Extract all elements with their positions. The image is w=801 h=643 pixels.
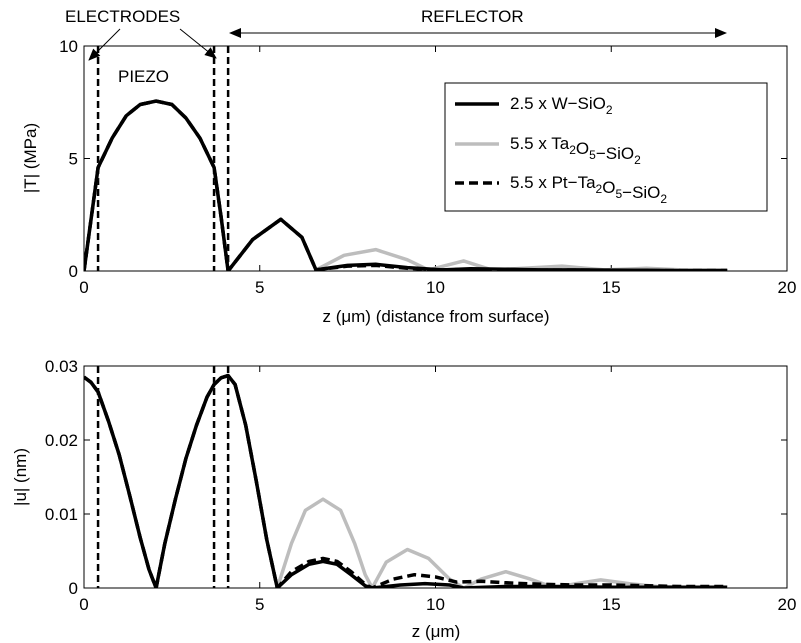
y-axis-label: |u| (nm) [11, 448, 30, 506]
y-tick-label: 10 [59, 37, 78, 56]
electrodes-label: ELECTRODES [65, 7, 180, 26]
legend-label-pt-ta2o5-sio2: 5.5 x Pt−Ta2O5−SiO2 [510, 173, 667, 206]
y-tick-label: 5 [69, 150, 78, 169]
x-tick-label: 15 [602, 278, 621, 297]
reflector-label: REFLECTOR [421, 7, 524, 26]
displacement-plot: 0 5 10 15 20 0 0.01 0.02 0.03 z (μm) |u| (nm) [11, 357, 796, 641]
x-tick-label: 5 [255, 595, 264, 614]
legend-label-ta2o5-sio2: 5.5 x Ta2O5−SiO2 [510, 134, 641, 167]
y-tick-label: 0.02 [45, 431, 78, 450]
y-axis-label: |T| (MPa) [21, 123, 40, 193]
x-tick-label: 15 [602, 595, 621, 614]
x-tick-label: 0 [79, 595, 88, 614]
y-tick-label: 0 [69, 262, 78, 281]
series-line-5-5-x-pt-ta2o5-sio2 [84, 99, 728, 271]
electrode-arrow-right [179, 28, 217, 59]
stress-plot: 0 5 10 15 20 0 5 10 z (μm) (distance from surfac… [21, 37, 796, 326]
piezo-label: PIEZO [118, 67, 169, 86]
y-tick-label: 0.01 [45, 505, 78, 524]
series-line-5-5-x-pt-ta2o5-sio2 [84, 373, 728, 588]
x-tick-label: 10 [426, 278, 445, 297]
electrode-arrow-left [88, 28, 121, 61]
legend: 2.5 x W−SiO2 5.5 x Ta2O5−SiO2 5.5 x Pt−T… [444, 82, 768, 212]
y-tick-label: 0.03 [45, 357, 78, 376]
x-axis-label: z (μm) (distance from surface) [322, 307, 549, 326]
x-tick-label: 0 [79, 278, 88, 297]
x-tick-label: 10 [426, 595, 445, 614]
x-tick-label: 5 [255, 278, 264, 297]
x-tick-label: 20 [778, 278, 797, 297]
y-tick-label: 0 [69, 579, 78, 598]
plot-frame [83, 365, 788, 589]
x-tick-label: 20 [778, 595, 797, 614]
legend-label-w-sio2: 2.5 x W−SiO2 [510, 94, 613, 117]
series-line-2-5-x-w-sio2 [84, 373, 728, 588]
x-axis-label: z (μm) [412, 622, 461, 641]
